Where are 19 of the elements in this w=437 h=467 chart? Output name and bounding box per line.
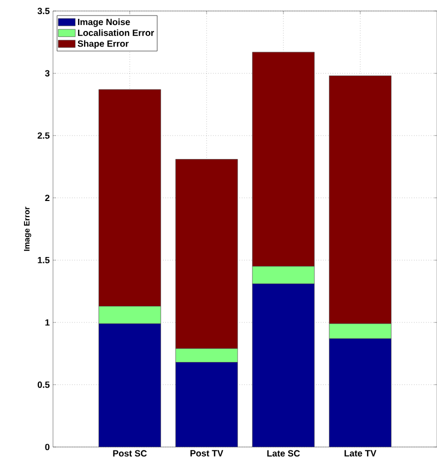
y-tick-label: 3	[45, 70, 50, 76]
bar	[329, 338, 392, 447]
bar	[176, 362, 238, 447]
legend-label: Shape Error	[78, 40, 129, 49]
legend-label: Localisation Error	[78, 29, 154, 36]
y-tick-label: 0	[45, 444, 50, 450]
y-tick-label: 0.5	[38, 382, 50, 388]
y-tick-label: 3.5	[38, 8, 50, 14]
bar	[252, 284, 314, 447]
y-tick-label: 1.5	[38, 257, 50, 264]
x-tick-label: Late TV	[344, 450, 376, 456]
x-tick-label: Post SC	[113, 450, 147, 457]
x-tick-label: Post TV	[190, 450, 224, 456]
y-tick-label: 2.5	[38, 132, 50, 139]
y-tick-label: 2	[45, 194, 50, 201]
bar	[98, 324, 161, 447]
legend-label: Image Noise	[78, 18, 130, 27]
x-tick-label: Late SC	[267, 450, 300, 457]
y-tick-label: 1	[45, 319, 50, 326]
